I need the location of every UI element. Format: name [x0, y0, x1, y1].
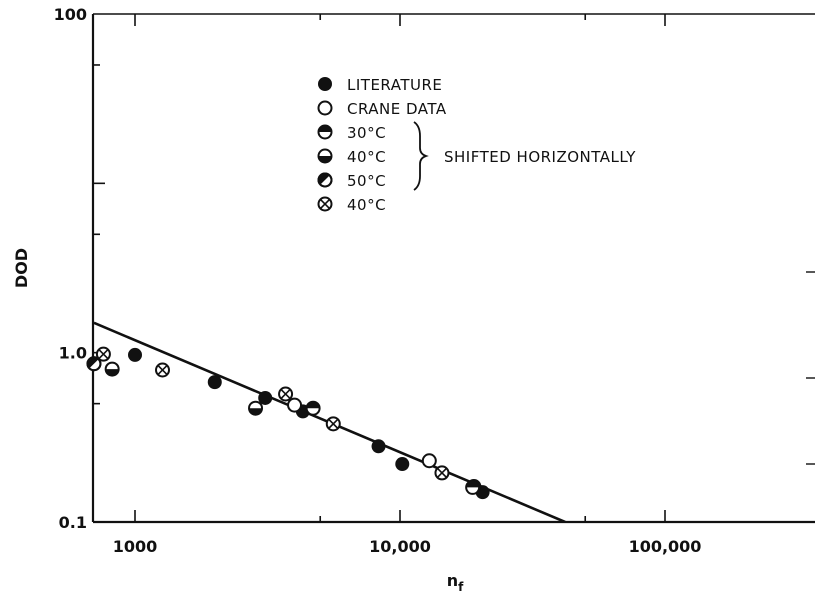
x-tick-label: 100,000	[629, 537, 702, 556]
legend-marker-c30	[317, 124, 333, 140]
data-point-c40x	[95, 346, 111, 362]
marker-half	[319, 174, 330, 185]
legend-label-c50: 50°C	[347, 172, 386, 190]
data-point-c30	[305, 400, 321, 416]
data-point-literature	[128, 347, 142, 362]
legend-marker-c50	[317, 172, 333, 188]
legend-marker-literature	[318, 77, 332, 91]
marker-ring	[86, 356, 102, 372]
x-axis-label: nf	[447, 571, 464, 594]
y-tick-label: 0.1	[59, 513, 87, 532]
legend-label-c40x: 40°C	[347, 196, 386, 214]
legend-label-c30: 30°C	[347, 124, 386, 142]
data-point-c40	[248, 400, 264, 416]
data-point-literature	[207, 375, 222, 390]
legend-marker-c40	[317, 148, 333, 164]
marker-fill	[258, 390, 273, 405]
marker-half	[306, 401, 320, 409]
y-tick-label: 1.0	[59, 344, 87, 363]
data-point-c40	[104, 361, 120, 377]
legend-marker-crane	[317, 100, 333, 116]
legend-group-note: SHIFTED HORIZONTALLY	[444, 148, 636, 166]
data-point-c40x	[325, 416, 341, 432]
marker-half	[249, 408, 263, 415]
plot-frame	[91, 13, 815, 524]
marker-cross	[98, 349, 109, 360]
data-points	[86, 346, 490, 500]
marker-cross	[436, 467, 448, 479]
x-axis-label-sub: f	[458, 580, 464, 594]
data-point-crane	[421, 453, 437, 469]
marker-cross	[319, 198, 331, 210]
marker-ring	[317, 172, 333, 188]
marker-outline	[421, 453, 437, 469]
legend-marker-c40x	[317, 196, 333, 212]
x-tick-label: 1000	[113, 537, 158, 556]
marker-half	[318, 156, 332, 163]
axis-ticks	[93, 14, 815, 523]
data-point-literature	[395, 457, 410, 472]
x-tick-label: 10,000	[369, 537, 431, 556]
legend-brace	[413, 121, 429, 191]
marker-outline	[317, 100, 333, 116]
marker-fill	[128, 347, 142, 362]
y-tick-label: 100	[54, 5, 87, 24]
data-point-c40x	[278, 386, 294, 402]
data-point-literature	[258, 390, 273, 405]
legend-label-c40: 40°C	[347, 148, 386, 166]
data-point-literature	[371, 439, 386, 454]
legend: LITERATURE CRANE DATA 30°C 40°C 50°C 40°C SHIF…	[317, 76, 636, 214]
legend-label-literature: LITERATURE	[347, 76, 442, 94]
data-point-c40x	[155, 362, 171, 378]
marker-outline	[287, 397, 303, 413]
data-point-c30	[465, 479, 481, 495]
marker-fill	[207, 375, 222, 390]
marker-half	[105, 369, 119, 376]
marker-cross	[280, 388, 291, 400]
y-axis-label: DOD	[12, 248, 31, 288]
marker-cross	[328, 418, 339, 429]
data-point-c40x	[434, 465, 450, 481]
marker-fill	[395, 457, 410, 472]
data-point-c50	[86, 356, 102, 372]
data-point-crane	[287, 397, 303, 413]
tick-labels: 1000 10,000 100,000 0.1 1.0 100	[54, 5, 702, 556]
marker-fill	[318, 77, 332, 91]
marker-fill	[371, 439, 386, 454]
x-axis-label-main: n	[447, 571, 458, 590]
legend-label-crane: CRANE DATA	[347, 100, 447, 118]
marker-half	[88, 357, 99, 369]
marker-half	[318, 125, 332, 132]
marker-half	[466, 480, 480, 488]
marker-cross	[157, 364, 168, 376]
